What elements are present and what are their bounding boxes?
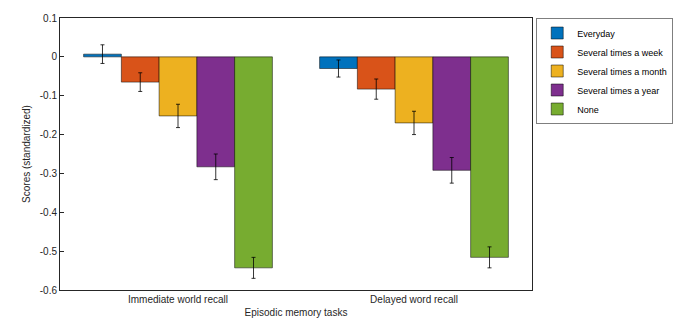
svg-text:-0.6: -0.6 <box>40 285 58 296</box>
svg-text:-0.1: -0.1 <box>40 90 58 101</box>
svg-text:Several times a week: Several times a week <box>577 48 663 58</box>
svg-text:-0.5: -0.5 <box>40 246 58 257</box>
svg-text:Episodic memory tasks: Episodic memory tasks <box>245 307 348 318</box>
svg-text:-0.2: -0.2 <box>40 129 58 140</box>
svg-text:0: 0 <box>51 51 57 62</box>
svg-text:Immediate world recall: Immediate world recall <box>128 294 228 305</box>
svg-text:-0.4: -0.4 <box>40 207 58 218</box>
svg-text:Delayed word recall: Delayed word recall <box>370 294 458 305</box>
svg-text:0.1: 0.1 <box>43 13 57 24</box>
svg-text:Everyday: Everyday <box>577 29 615 39</box>
svg-text:Several times a year: Several times a year <box>577 86 659 96</box>
svg-text:Several times a month: Several times a month <box>577 67 667 77</box>
svg-text:Scores (standardized): Scores (standardized) <box>21 105 32 203</box>
svg-text:-0.3: -0.3 <box>40 168 58 179</box>
svg-text:None: None <box>577 105 599 115</box>
